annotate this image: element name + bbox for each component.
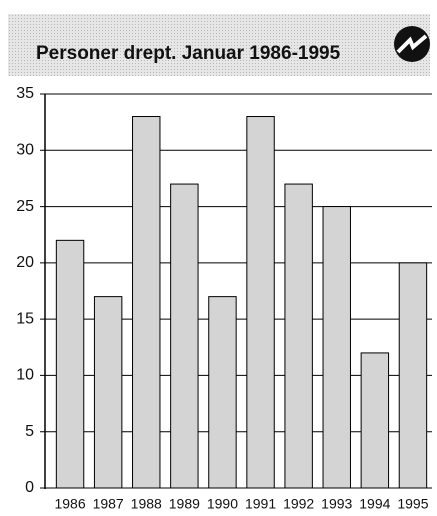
bar	[284, 183, 313, 489]
x-tick-label: 1995	[397, 496, 428, 512]
x-tick-label: 1991	[245, 496, 276, 512]
x-tick-label: 1992	[283, 496, 314, 512]
y-tick-label: 25	[16, 198, 34, 215]
y-tick-label: 0	[25, 479, 34, 496]
x-tick-label: 1994	[359, 496, 390, 512]
title-band	[8, 14, 430, 76]
y-tick-label: 5	[25, 423, 34, 440]
bar	[170, 183, 199, 489]
bar	[132, 116, 161, 489]
y-tick-label: 35	[16, 85, 34, 102]
x-tick-label: 1990	[207, 496, 238, 512]
x-tick-label: 1989	[169, 496, 200, 512]
bar	[322, 206, 351, 489]
chart-title: Personer drept. Januar 1986-1995	[36, 43, 341, 64]
x-tick-label: 1993	[321, 496, 352, 512]
bar	[208, 296, 237, 489]
y-tick-label: 15	[16, 310, 34, 327]
bar	[246, 116, 275, 489]
y-tick-label: 30	[16, 142, 34, 159]
bar	[398, 262, 428, 489]
bar	[360, 352, 390, 489]
x-tick-label: 1986	[54, 496, 85, 512]
bar	[55, 239, 85, 489]
bar	[93, 296, 123, 489]
x-tick-label: 1987	[93, 496, 124, 512]
y-tick-label: 20	[16, 254, 34, 271]
x-tick-label: 1988	[131, 496, 162, 512]
y-tick-label: 10	[16, 367, 34, 384]
logo	[394, 26, 430, 62]
